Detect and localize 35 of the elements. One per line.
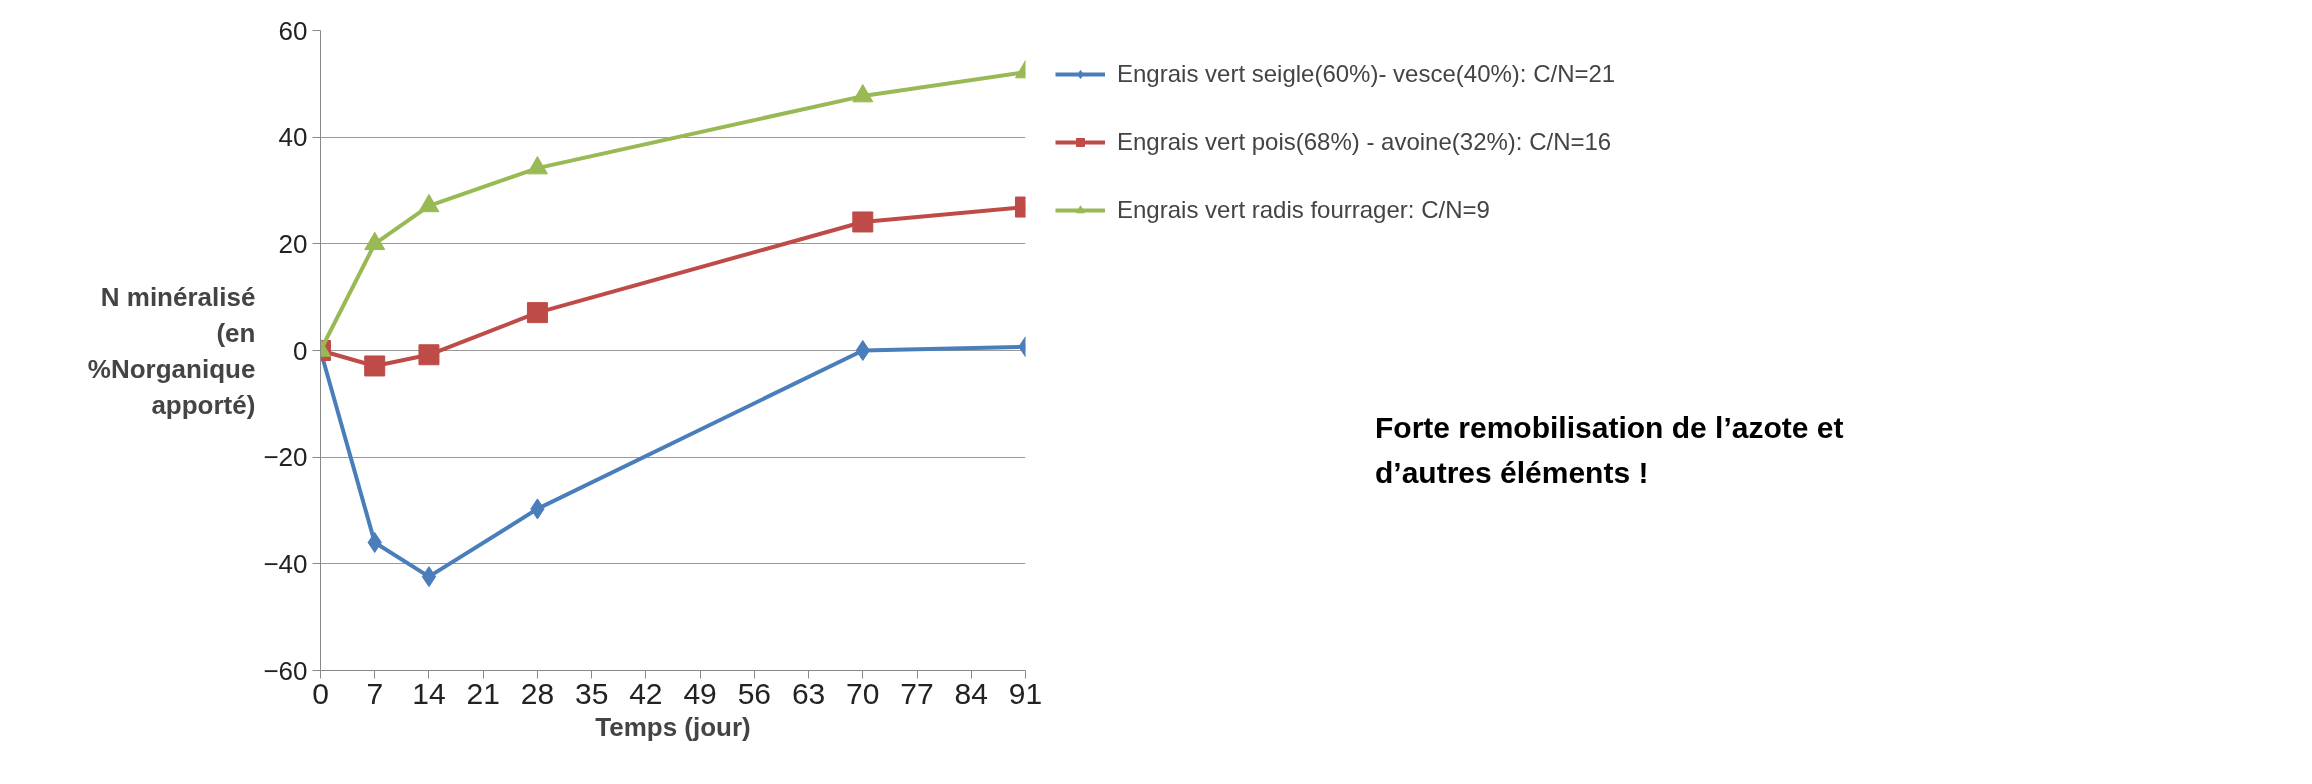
legend-label: Engrais vert radis fourrager: C/N=9 — [1117, 196, 1490, 224]
legend-label: Engrais vert seigle(60%)- vesce(40%): C/N=21 — [1117, 60, 1616, 88]
x-tick-label: 21 — [466, 676, 500, 710]
x-tick-label: 84 — [954, 676, 988, 710]
y-tick-label: −40 — [263, 548, 308, 579]
y-tick-label: 20 — [278, 228, 308, 259]
x-tick-label: 63 — [791, 676, 826, 710]
point — [526, 302, 548, 324]
point — [418, 193, 440, 213]
x-tick-label: 28 — [520, 676, 555, 710]
text: Forte remobilisation de l’azote et d’autres éléments ! — [1375, 410, 1845, 491]
x-tick-label: 42 — [629, 676, 663, 710]
point — [364, 355, 386, 377]
y-tick-label: 0 — [293, 335, 308, 366]
point — [526, 156, 548, 175]
y-tick-label: 40 — [278, 122, 308, 153]
point — [364, 231, 386, 251]
y-axis-title: N minéralisé (en %Norganique apporté) — [87, 281, 256, 420]
x-axis-title: Temps (jour) — [595, 711, 751, 742]
x-tick-label: 91 — [1008, 676, 1043, 710]
x-tick-label: 35 — [574, 676, 609, 710]
y-tick-label: −60 — [263, 655, 308, 686]
x-tick-label: 70 — [846, 676, 880, 710]
x-tick-label: 56 — [737, 676, 772, 710]
point — [367, 532, 382, 553]
legend-label: Engrais vert pois(68%) - avoine(32%): C/N=16 — [1117, 128, 1612, 156]
point — [418, 344, 440, 366]
x-tick-label: 14 — [412, 676, 446, 710]
y-tick-label: −20 — [263, 442, 308, 473]
x-tick-label: 0 — [312, 676, 329, 710]
point — [421, 566, 437, 588]
x-tick-label: 7 — [366, 676, 384, 710]
x-tick-label: 49 — [683, 676, 717, 710]
x-tick-label: 77 — [900, 676, 934, 710]
y-tick-label: 60 — [278, 15, 308, 46]
